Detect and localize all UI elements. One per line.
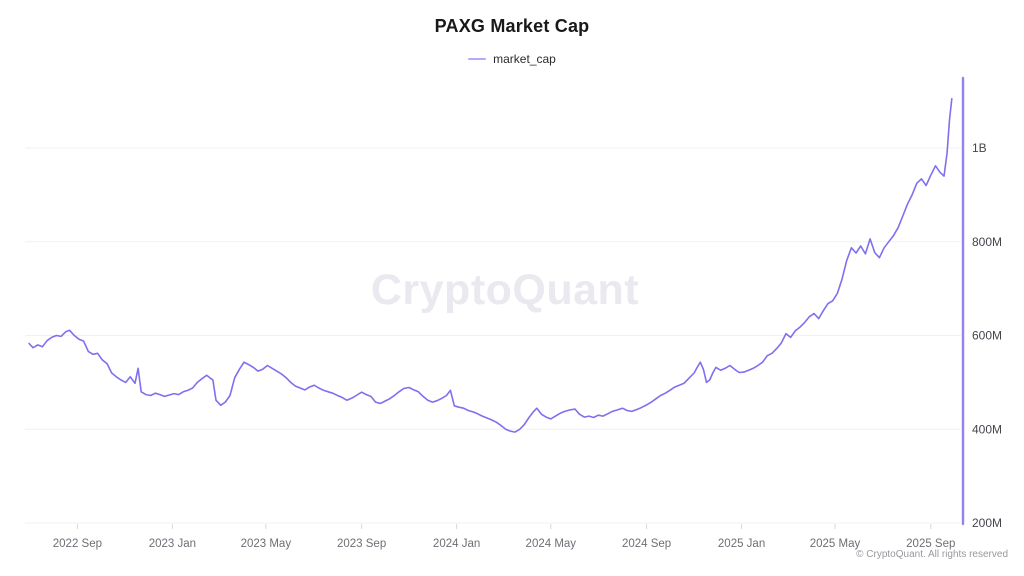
copyright-note: © CryptoQuant. All rights reserved bbox=[856, 549, 1008, 560]
y-tick-label: 400M bbox=[972, 422, 1002, 436]
x-tick-label: 2025 Jan bbox=[718, 538, 765, 550]
x-tick-label: 2024 Jan bbox=[433, 538, 480, 550]
x-tick-label: 2023 Sep bbox=[337, 538, 386, 550]
market-cap-line[interactable] bbox=[28, 98, 953, 433]
x-tick-label: 2024 Sep bbox=[622, 538, 671, 550]
legend-label: market_cap bbox=[493, 52, 556, 66]
y-tick-label: 800M bbox=[972, 235, 1002, 249]
x-tick-label: 2025 May bbox=[810, 538, 861, 550]
chart-title: PAXG Market Cap bbox=[434, 16, 590, 36]
y-tick-label: 600M bbox=[972, 329, 1002, 343]
x-tick-label: 2022 Sep bbox=[53, 538, 102, 550]
y-tick-label: 200M bbox=[972, 516, 1002, 530]
y-tick-label: 1B bbox=[972, 141, 987, 155]
x-tick-label: 2023 May bbox=[241, 538, 292, 550]
x-tick-label: 2024 May bbox=[526, 538, 577, 550]
x-tick-label: 2025 Sep bbox=[906, 538, 955, 550]
cryptoquant-watermark: CryptoQuant bbox=[370, 266, 640, 314]
x-tick-label: 2023 Jan bbox=[149, 538, 196, 550]
legend-item-market-cap[interactable]: market_cap bbox=[0, 52, 1024, 66]
legend-line-swatch bbox=[468, 58, 487, 60]
